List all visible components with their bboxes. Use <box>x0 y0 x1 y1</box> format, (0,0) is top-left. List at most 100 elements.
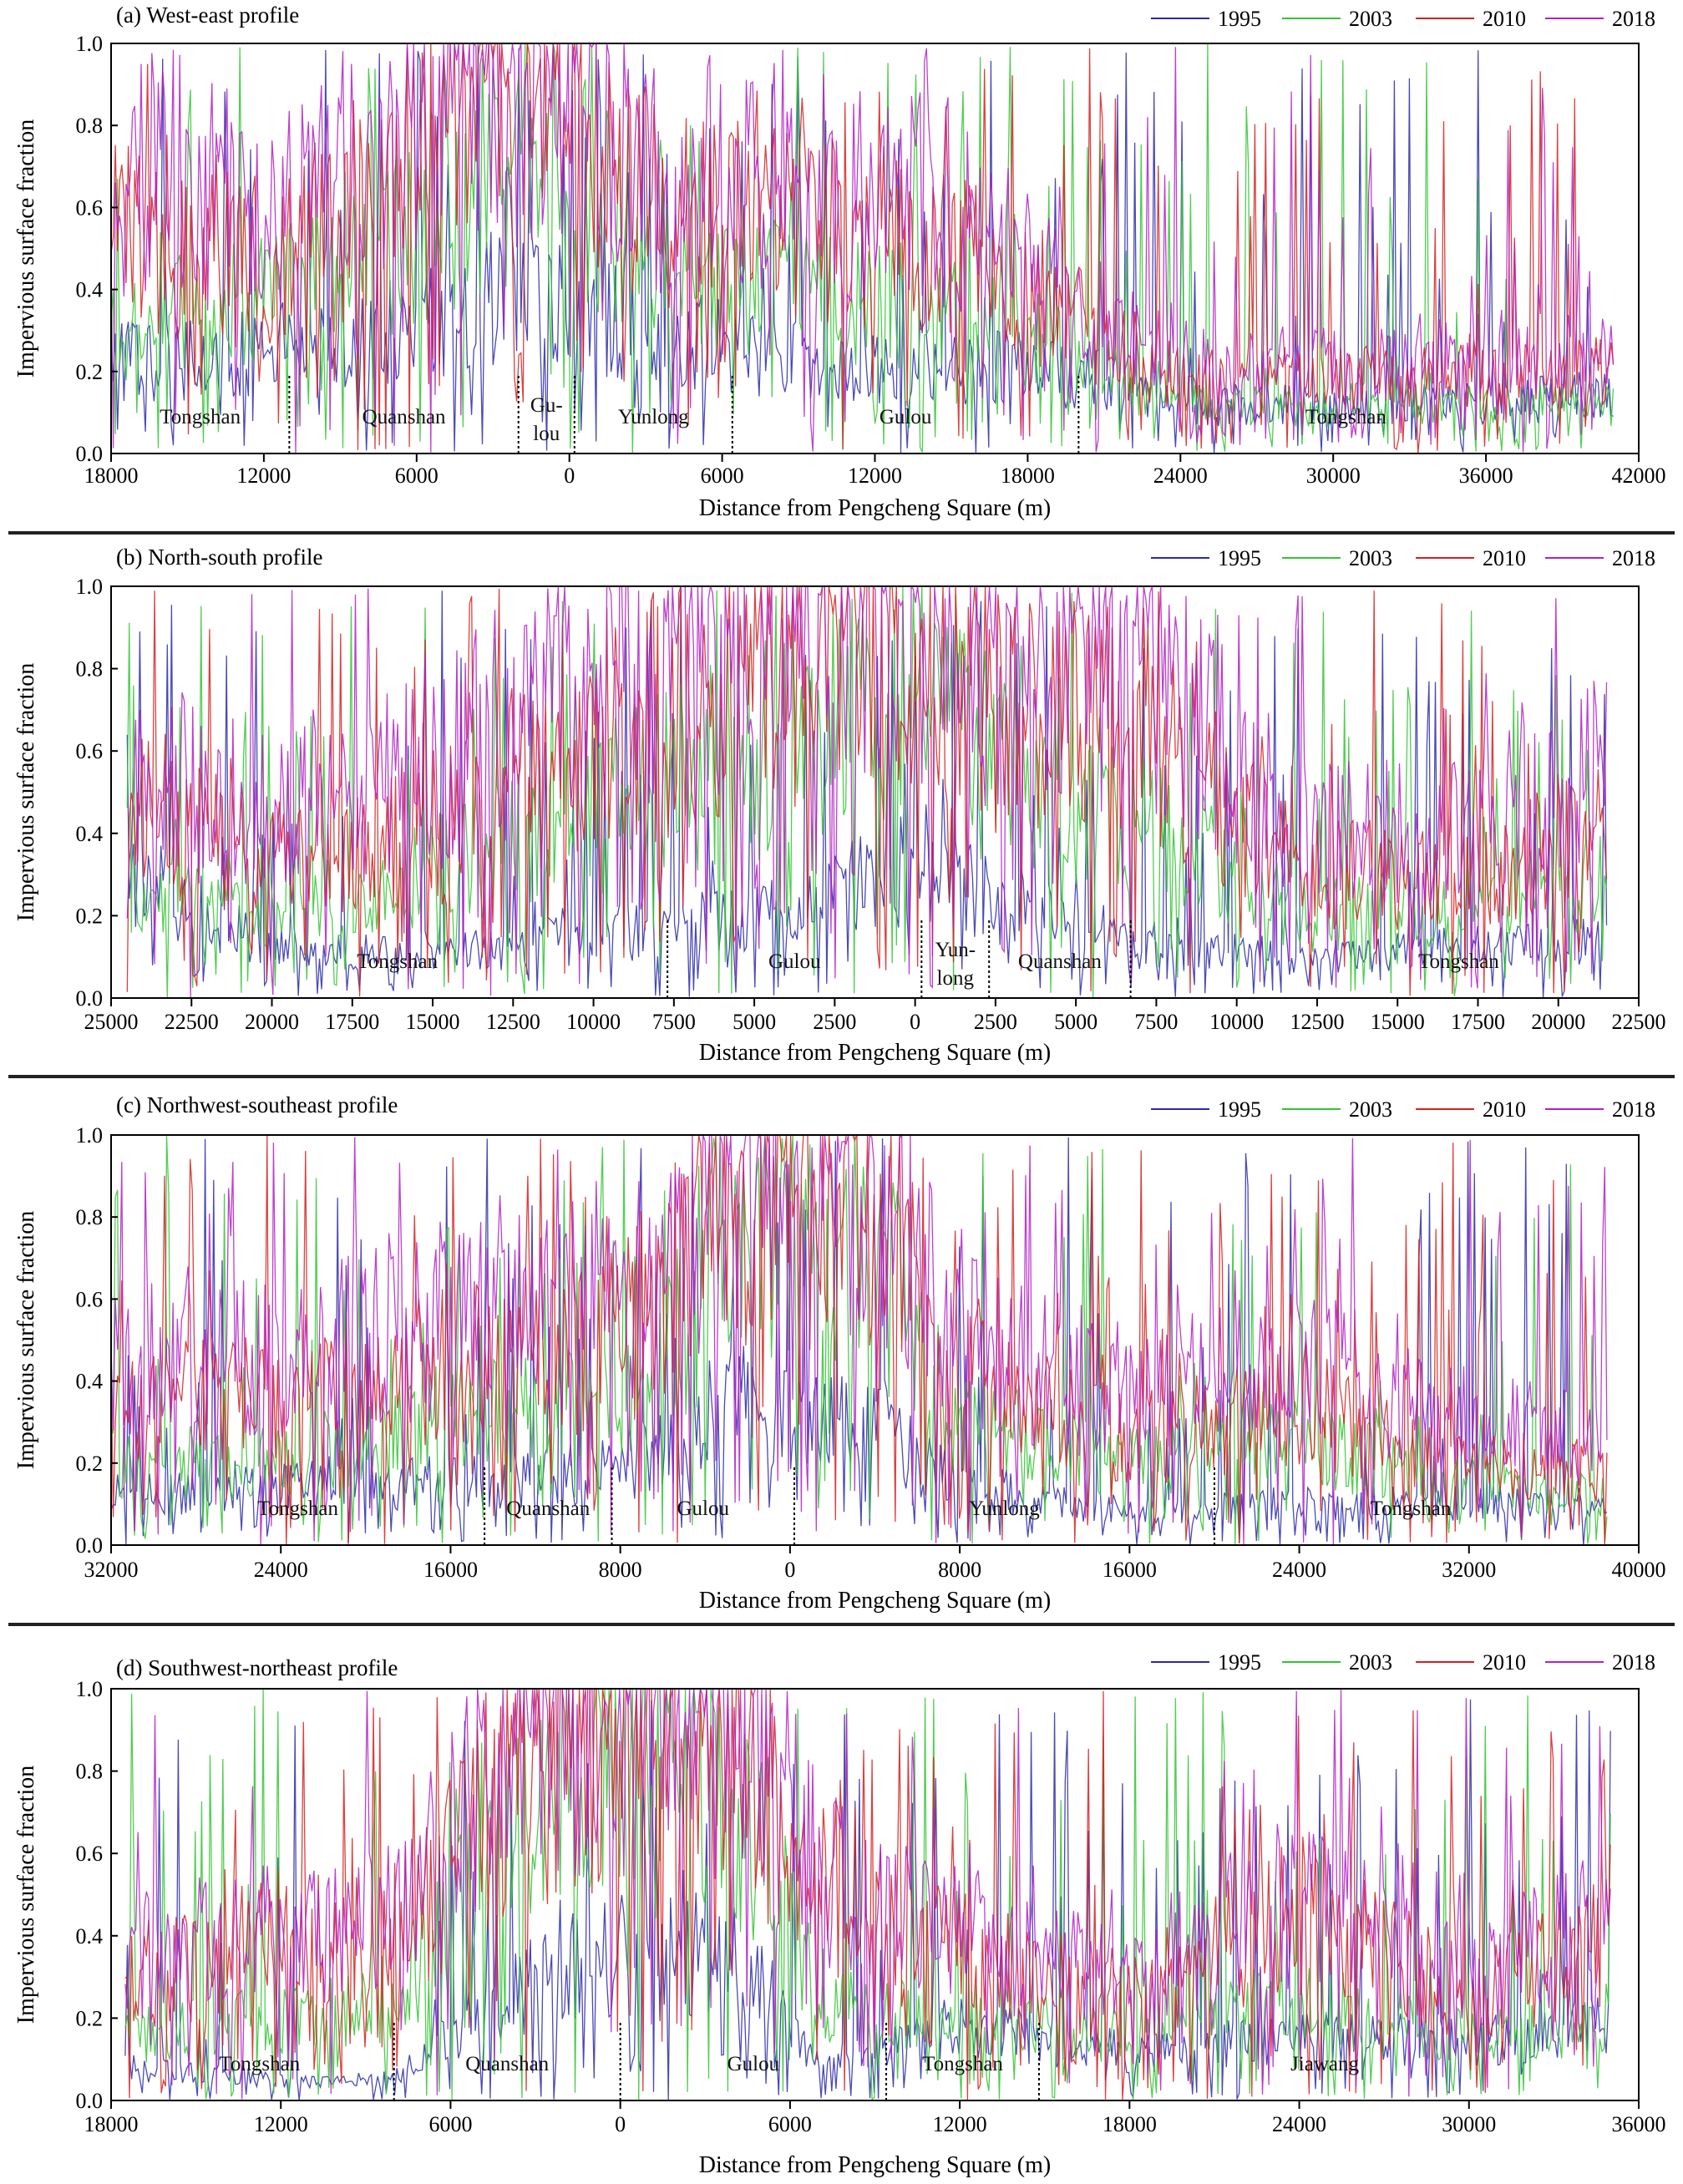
x-tick-label: 6000 <box>395 464 438 488</box>
y-axis-label: Impervious surface fraction <box>13 1766 39 2024</box>
district-label: Gu-lou <box>530 394 563 445</box>
district-label: Tongshan <box>257 1497 338 1520</box>
x-tick-label: 36000 <box>1612 2112 1666 2136</box>
x-tick-label: 12000 <box>254 2112 308 2136</box>
separator-bc <box>8 1075 1675 1078</box>
x-tick-label: 17500 <box>325 1010 379 1034</box>
district-label: Tongshan <box>1370 1497 1451 1520</box>
y-tick-label: 0.6 <box>76 739 104 763</box>
x-tick-label: 7500 <box>652 1010 696 1034</box>
district-label-line: Yun- <box>935 939 976 961</box>
district-label-line: Tongshan <box>219 2053 300 2075</box>
x-tick-label: 0 <box>910 1010 920 1034</box>
district-label-line: Tongshan <box>1305 406 1386 428</box>
y-tick-label: 0.0 <box>76 442 104 466</box>
district-label-line: Tongshan <box>357 950 438 973</box>
series-line-2018 <box>124 1688 1611 2100</box>
y-tick-label: 0.4 <box>76 822 104 846</box>
district-label-line: Quanshan <box>362 406 446 428</box>
y-tick-label: 0.8 <box>76 114 104 138</box>
x-tick-label: 25000 <box>84 1010 139 1034</box>
x-tick-label: 12000 <box>236 464 291 488</box>
x-tick-label: 24000 <box>254 1558 308 1582</box>
x-tick-label: 0 <box>784 1558 795 1582</box>
x-tick-label: 22500 <box>1612 1010 1666 1034</box>
panel-a: Tongshan Quanshan Gu-lou Yunlong Gulou Tongsh… <box>0 0 1683 531</box>
legend-label: 2010 <box>1483 7 1526 31</box>
district-label: Tongshan <box>219 2053 300 2075</box>
district-label: Yun-long <box>935 939 976 990</box>
chart-title: (d) Southwest-northeast profile <box>116 1655 398 1680</box>
district-label-line: Gulou <box>880 406 932 428</box>
series-line-2018 <box>110 1133 1608 1545</box>
x-tick-label: 6000 <box>768 2112 812 2136</box>
legend-label: 1995 <box>1218 1097 1261 1122</box>
district-label-line: Tongshan <box>160 406 241 428</box>
x-tick-label: 15000 <box>406 1010 460 1034</box>
y-tick-label: 0.0 <box>76 986 104 1011</box>
x-tick-label: 32000 <box>1442 1558 1496 1582</box>
chart-title: (c) Northwest-southeast profile <box>116 1092 398 1117</box>
district-label: Gulou <box>727 2053 780 2075</box>
chart-title: (b) North-south profile <box>116 545 322 570</box>
x-tick-label: 16000 <box>1103 1558 1157 1582</box>
district-label: Yunlong <box>618 406 689 428</box>
district-label: Quanshan <box>1018 950 1102 973</box>
x-tick-label: 18000 <box>1001 464 1055 488</box>
y-tick-label: 0.8 <box>76 657 104 682</box>
x-tick-label: 30000 <box>1442 2112 1496 2136</box>
district-label: Gulou <box>768 950 821 973</box>
separator-cd <box>8 1623 1675 1626</box>
x-tick-label: 7500 <box>1134 1010 1178 1034</box>
x-tick-label: 8000 <box>938 1558 981 1582</box>
panel-c: Tongshan Quanshan Gulou Yunlong Tongshan 0.0 0… <box>0 1080 1683 1623</box>
district-label: Tongshan <box>1305 406 1386 428</box>
x-tick-label: 17500 <box>1451 1010 1505 1034</box>
y-tick-label: 0.8 <box>76 1205 104 1229</box>
x-tick-label: 2500 <box>813 1010 856 1034</box>
x-tick-label: 8000 <box>599 1558 642 1582</box>
district-label: Gulou <box>677 1497 729 1520</box>
y-tick-label: 1.0 <box>76 575 104 599</box>
district-label-line: Tongshan <box>1418 950 1499 973</box>
series-line-2010 <box>110 43 1615 454</box>
district-label-line: Tongshan <box>257 1497 338 1520</box>
x-tick-label: 2500 <box>974 1010 1017 1034</box>
district-label-line: Tongshan <box>922 2053 1003 2075</box>
separator-ab <box>8 531 1675 535</box>
plot-frame <box>110 1134 1640 1546</box>
x-tick-label: 12000 <box>933 2112 987 2136</box>
district-label-line: long <box>937 967 975 990</box>
district-label-line: Gu- <box>530 394 563 417</box>
x-axis-label: Distance from Pengcheng Square (m) <box>699 2152 1051 2178</box>
x-tick-label: 20000 <box>1531 1010 1585 1034</box>
legend-label: 2018 <box>1612 1650 1655 1675</box>
x-tick-label: 10000 <box>566 1010 621 1034</box>
district-label-line: Quanshan <box>506 1497 590 1520</box>
district-label-line: Yunlong <box>618 406 689 428</box>
district-label-line: Gulou <box>677 1497 729 1520</box>
district-label-line: Jiawang <box>1290 2053 1359 2075</box>
district-label: Gulou <box>880 406 932 428</box>
x-tick-label: 12500 <box>1290 1010 1344 1034</box>
legend-label: 1995 <box>1218 7 1261 31</box>
y-axis-label: Impervious surface fraction <box>13 119 39 378</box>
panel-b: Tongshan Gulou Yun-long Quanshan Tongshan 0.0… <box>0 536 1683 1075</box>
legend-label: 2018 <box>1612 1097 1655 1122</box>
legend-label: 2003 <box>1349 546 1392 570</box>
panel-d: Tongshan Quanshan Gulou Tongshan Jiawang 0.0 0… <box>0 1628 1683 2184</box>
chart-title: (a) West-east profile <box>116 3 299 28</box>
legend-label: 2018 <box>1612 7 1655 31</box>
series-line-1995 <box>126 590 1608 998</box>
y-tick-label: 0.4 <box>76 1924 104 1948</box>
x-tick-label: 6000 <box>428 2112 472 2136</box>
legend-label: 2018 <box>1612 546 1655 570</box>
x-tick-label: 10000 <box>1209 1010 1264 1034</box>
y-tick-label: 0.2 <box>76 904 104 928</box>
y-tick-label: 0.4 <box>76 278 104 302</box>
district-label-line: Gulou <box>727 2053 780 2075</box>
y-tick-label: 0.8 <box>76 1760 104 1784</box>
x-tick-label: 18000 <box>84 464 139 488</box>
x-tick-label: 18000 <box>1103 2112 1157 2136</box>
plot-frame <box>110 585 1640 999</box>
